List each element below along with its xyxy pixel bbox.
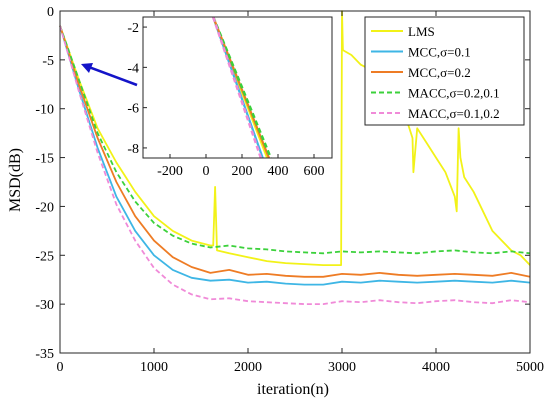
inset-x-tick-label: 200 (232, 164, 253, 179)
main-plot-area (59, 10, 531, 306)
legend-label-3: MCC,σ=0.2 (408, 65, 471, 80)
inset-x-tick-label: 400 (268, 164, 289, 179)
inset-series-line-5 (211, 16, 263, 159)
main-axes: 0 1000 2000 3000 4000 50000-5-10-15-20-25-30-… (35, 5, 544, 375)
inset-frame (142, 16, 333, 159)
inset-series-line-4 (211, 16, 273, 159)
inset-y-tick-label: -2 (127, 21, 139, 36)
x-tick-label: 3000 (328, 360, 356, 375)
inset-x-tick-label: 0 (203, 164, 210, 179)
series-line-5 (59, 25, 531, 306)
x-tick-label: 2000 (234, 360, 262, 375)
legend: LMS MCC,σ=0.1 MCC,σ=0.2 MACC,σ=0.2,0.1 MACC,… (364, 16, 525, 126)
legend-label-1: LMS (408, 24, 435, 39)
y-tick-label: -10 (35, 103, 54, 118)
x-tick-label: 1000 (140, 360, 168, 375)
arrow-head (81, 63, 93, 73)
inset-y-tick-label: -6 (127, 102, 139, 117)
legend-label-2: MCC,σ=0.1 (408, 45, 471, 60)
y-tick-label: -20 (35, 200, 54, 215)
x-tick-label: 5000 (516, 360, 544, 375)
inset-x-tick-label: 600 (304, 164, 325, 179)
legend-label-4: MACC,σ=0.2,0.1 (408, 86, 500, 101)
y-tick-label: -15 (35, 152, 54, 167)
inset-y-tick-label: -4 (127, 61, 139, 76)
y-tick-label: -25 (35, 249, 54, 264)
arrow-shaft (86, 65, 138, 87)
zoom-arrow (81, 63, 138, 87)
series-line-3 (59, 25, 531, 278)
y-tick-label: 0 (47, 5, 54, 20)
legend-label-5: MACC,σ=0.1,0.2 (408, 106, 500, 121)
series-line-1 (59, 10, 531, 267)
inset-y-tick-label: -8 (127, 142, 139, 157)
y-tick-label: -30 (35, 298, 54, 313)
inset-plot: -200 0 200 400 600 -2 -4 -6 -8 (127, 16, 333, 179)
inset-x-tick-label: -200 (157, 164, 183, 179)
x-tick-label: 0 (57, 360, 64, 375)
series-line-2 (59, 25, 531, 286)
series-line-4 (59, 25, 531, 255)
y-axis-label: MSD(dB) (7, 148, 24, 212)
y-tick-label: -5 (42, 54, 54, 69)
x-axis-label: iteration(n) (257, 381, 329, 398)
x-tick-label: 4000 (422, 360, 450, 375)
y-tick-label: -35 (35, 347, 54, 362)
main-frame (59, 10, 531, 354)
